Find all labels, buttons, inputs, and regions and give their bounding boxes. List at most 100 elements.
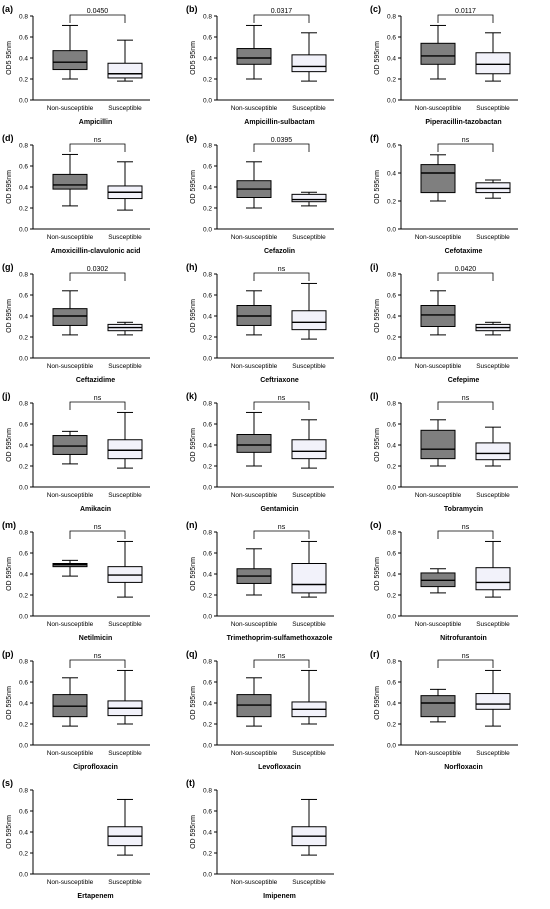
y-tick-label: 0.8 [19, 14, 28, 21]
comparison-bracket [253, 659, 310, 668]
panel-letter: (k) [186, 391, 197, 401]
y-tick-label: 0.4 [387, 171, 396, 178]
y-tick-label: 0.0 [203, 614, 212, 621]
x-tick-label: Non-susceptible [47, 363, 94, 370]
y-tick-label: 0.2 [203, 206, 212, 213]
chart-title: Cefepime [448, 377, 480, 384]
panel-letter: (t) [186, 778, 195, 788]
y-tick-label: 0.0 [203, 485, 212, 492]
y-tick-label: 0.4 [203, 56, 212, 63]
chart-panel-1: (a) 0.0 0.2 0.4 0.6 0.8 OD5 95nm Non-susceptibl… [2, 4, 150, 126]
box-non-susceptible [420, 568, 456, 594]
box-non-susceptible [236, 24, 272, 80]
x-tick-label: Non-susceptible [47, 492, 94, 499]
y-tick-label: 0.0 [387, 227, 396, 234]
chart-panel-2: (b) 0.0 0.2 0.4 0.6 0.8 OD5 95nm Non-susceptibl… [186, 4, 334, 126]
chart-panel-12: (l) 0.0 0.2 0.4 0.6 0.8 OD 595nm Non-susceptibl… [370, 391, 518, 513]
panel-letter: (r) [370, 649, 380, 659]
box-non-susceptible [52, 559, 88, 577]
x-tick-label: Susceptible [108, 492, 142, 499]
y-tick-label: 0.0 [387, 356, 396, 363]
panel-letter: (p) [2, 649, 14, 659]
box-non-susceptible [420, 290, 456, 336]
p-value-label: ns [278, 395, 286, 402]
x-tick-label: Non-susceptible [231, 621, 278, 628]
y-tick-label: 0.6 [19, 680, 28, 687]
chart-title: Gentamicin [260, 506, 298, 513]
p-value-label: ns [278, 524, 286, 531]
y-tick-label: 0.0 [19, 227, 28, 234]
y-tick-label: 0.2 [203, 722, 212, 729]
chart-title: Ciprofloxacin [73, 764, 118, 771]
y-axis-label: OD 595nm [6, 815, 13, 849]
comparison-bracket [437, 659, 494, 668]
p-value-label: ns [462, 524, 470, 531]
chart-title: Cefotaxime [445, 248, 483, 255]
y-tick-label: 0.6 [387, 35, 396, 42]
y-tick-label: 0.6 [203, 293, 212, 300]
chart-title: Trimethoprim-sulfamethoxazole [227, 635, 333, 642]
y-tick-label: 0.2 [19, 77, 28, 84]
y-tick-label: 0.2 [19, 593, 28, 600]
iqr-box [475, 442, 511, 461]
x-tick-label: Susceptible [292, 363, 326, 370]
box-susceptible [475, 540, 511, 598]
y-tick-label: 0.4 [19, 314, 28, 321]
box-non-susceptible [236, 548, 272, 596]
y-tick-label: 0.0 [387, 614, 396, 621]
x-tick-label: Susceptible [108, 234, 142, 241]
p-value-label: 0.0450 [87, 8, 109, 15]
box-non-susceptible [420, 419, 456, 467]
panel-letter: (l) [370, 391, 379, 401]
box-non-susceptible [52, 24, 88, 80]
y-tick-label: 0.8 [387, 659, 396, 666]
y-axis-label: OD 595nm [6, 686, 13, 720]
chart-panel-6: (f) 0.0 0.2 0.4 0.6 OD 595nm Non-susceptible Su… [370, 133, 518, 255]
box-susceptible [107, 669, 143, 725]
x-tick-label: Non-susceptible [47, 105, 94, 112]
y-tick-label: 0.0 [203, 227, 212, 234]
x-tick-label: Susceptible [476, 234, 510, 241]
x-tick-label: Non-susceptible [415, 621, 462, 628]
iqr-box [475, 52, 511, 75]
iqr-box [52, 435, 88, 455]
y-tick-label: 0.2 [387, 77, 396, 84]
y-tick-label: 0.8 [203, 788, 212, 795]
chart-panel-11: (k) 0.0 0.2 0.4 0.6 0.8 OD 595nm Non-susceptibl… [186, 391, 334, 513]
panel-letter: (a) [2, 4, 13, 14]
y-axis-label: OD5 95nm [6, 41, 13, 75]
comparison-bracket [69, 143, 126, 152]
y-tick-label: 0.2 [19, 335, 28, 342]
box-susceptible [291, 191, 327, 207]
iqr-box [291, 310, 327, 331]
y-tick-label: 0.2 [203, 851, 212, 858]
x-tick-label: Non-susceptible [47, 621, 94, 628]
chart-panel-10: (j) 0.0 0.2 0.4 0.6 0.8 OD 595nm Non-susceptibl… [2, 391, 150, 513]
y-tick-label: 0.0 [19, 743, 28, 750]
y-tick-label: 0.0 [203, 743, 212, 750]
y-tick-label: 0.8 [19, 530, 28, 537]
p-value-label: ns [278, 266, 286, 273]
x-tick-label: Non-susceptible [231, 492, 278, 499]
box-susceptible [107, 540, 143, 598]
box-susceptible [291, 798, 327, 856]
y-tick-label: 0.4 [203, 443, 212, 450]
box-non-susceptible [52, 677, 88, 727]
iqr-box [291, 54, 327, 73]
y-tick-label: 0.6 [19, 422, 28, 429]
y-tick-label: 0.4 [387, 701, 396, 708]
panel-letter: (f) [370, 133, 379, 143]
box-susceptible [291, 32, 327, 82]
iqr-box [52, 50, 88, 71]
chart-title: Tobramycin [444, 506, 483, 513]
y-tick-label: 0.6 [19, 164, 28, 171]
p-value-label: ns [94, 524, 102, 531]
chart-title: Nitrofurantoin [440, 635, 487, 642]
box-susceptible [475, 669, 511, 727]
y-tick-label: 0.4 [387, 572, 396, 579]
y-tick-label: 0.4 [387, 443, 396, 450]
y-tick-label: 0.0 [19, 485, 28, 492]
chart-title: Imipenem [263, 893, 296, 900]
iqr-box [420, 42, 456, 65]
x-tick-label: Non-susceptible [415, 492, 462, 499]
